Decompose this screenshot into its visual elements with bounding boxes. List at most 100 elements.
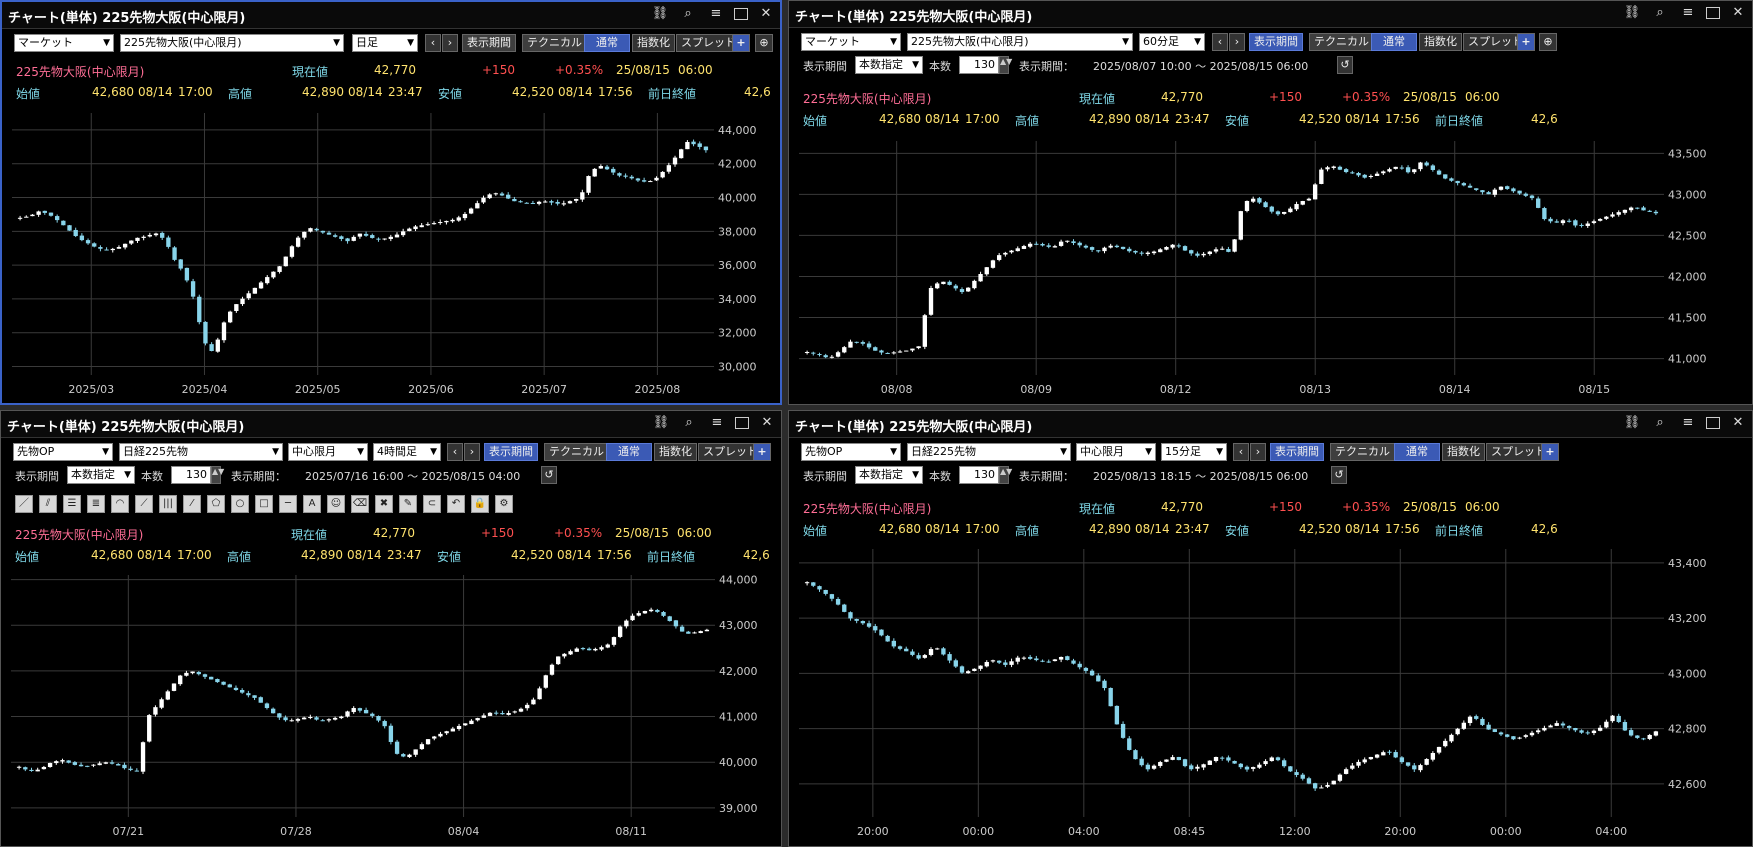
candlestick-chart[interactable]: 44,000 42,000 40,000 38,000 36,000 34,000 32,0… — [2, 103, 780, 403]
category-select[interactable]: 先物OP ▼ — [801, 443, 901, 461]
text-tool[interactable]: A — [303, 495, 321, 513]
category-select[interactable]: 先物OP ▼ — [13, 443, 113, 461]
maximize-icon[interactable] — [735, 417, 749, 429]
symbol-select[interactable]: 225先物大阪(中心限月) ▼ — [907, 33, 1133, 51]
technical-button[interactable]: テクニカル — [544, 443, 609, 461]
parallel-tool[interactable]: ⫽ — [39, 495, 57, 513]
next-button[interactable]: › — [442, 34, 458, 52]
timeframe-select[interactable]: 4時間足 ▼ — [373, 443, 441, 461]
symbol-select[interactable]: 日経225先物 ▼ — [119, 443, 283, 461]
count-mode-select[interactable]: 本数指定 ▼ — [855, 466, 923, 484]
next-button[interactable]: › — [1229, 33, 1245, 51]
add-button[interactable]: + — [732, 34, 750, 52]
count-stepper[interactable]: ▲▼ — [999, 56, 1012, 74]
hline-tool[interactable]: ─ — [279, 495, 297, 513]
search-icon[interactable]: ⌕ — [1656, 5, 1664, 20]
count-input[interactable]: 130 — [959, 56, 999, 74]
technical-button[interactable]: テクニカル — [1309, 33, 1374, 51]
normal-button[interactable]: 通常 — [606, 443, 652, 461]
undo-tool[interactable]: ↶ — [447, 495, 465, 513]
period-button[interactable]: 表示期間 — [484, 443, 538, 461]
rectangle-tool[interactable]: □ — [255, 495, 273, 513]
link-icon[interactable]: ⛓ — [1623, 5, 1641, 20]
next-button[interactable]: › — [1250, 443, 1266, 461]
candlestick-chart[interactable]: 43,500 43,000 42,500 42,000 41,500 41,000 08/0… — [789, 131, 1752, 403]
maximize-icon[interactable] — [734, 8, 748, 20]
multi-lines-tool[interactable]: ≣ — [87, 495, 105, 513]
prev-button[interactable]: ‹ — [425, 34, 441, 52]
index-button[interactable]: 指数化 — [1442, 443, 1485, 461]
count-input[interactable]: 130 — [171, 466, 211, 484]
menu-icon[interactable]: ≡ — [711, 415, 723, 430]
close-icon[interactable]: ✕ — [760, 6, 772, 21]
lock-tool[interactable]: 🔒 — [471, 495, 489, 513]
contract-select[interactable]: 中心限月 ▼ — [288, 443, 368, 461]
add-button[interactable]: + — [1517, 33, 1535, 51]
pencil-tool[interactable]: ✎ — [399, 495, 417, 513]
delete-tool[interactable]: ✖ — [375, 495, 393, 513]
channel-tool[interactable]: ⁄ — [183, 495, 201, 513]
count-mode-select[interactable]: 本数指定 ▼ — [67, 466, 135, 484]
technical-button[interactable]: テクニカル — [1330, 443, 1395, 461]
icon-tool[interactable]: ☺ — [327, 495, 345, 513]
arc-tool[interactable]: ◠ — [111, 495, 129, 513]
market-select[interactable]: マーケット ▼ — [14, 34, 114, 52]
magnet-tool[interactable]: ⊂ — [423, 495, 441, 513]
candlestick-chart[interactable]: 43,400 43,200 43,000 42,800 42,600 20:00 00:00… — [789, 541, 1752, 845]
period-button[interactable]: 表示期間 — [1249, 33, 1303, 51]
horizontal-lines-tool[interactable]: ☰ — [63, 495, 81, 513]
spread-button[interactable]: スプレッド — [1463, 33, 1528, 51]
chart-panel-4hour[interactable]: チャート(単体) 225先物大阪(中心限月) ⛓ ⌕ ≡ ✕ 先物OP ▼ 日経2… — [0, 410, 782, 847]
zoom-icon[interactable]: ⊕ — [755, 34, 773, 52]
symbol-select[interactable]: 日経225先物 ▼ — [907, 443, 1071, 461]
chart-panel-15min[interactable]: チャート(単体) 225先物大阪(中心限月) ⛓ ⌕ ≡ ✕ 先物OP ▼ 日経2… — [788, 410, 1753, 847]
technical-button[interactable]: テクニカル — [522, 34, 587, 52]
spread-button[interactable]: スプレッド — [676, 34, 741, 52]
timeframe-select[interactable]: 60分足 ▼ — [1139, 33, 1205, 51]
chart-panel-60min[interactable]: チャート(単体) 225先物大阪(中心限月) ⛓ ⌕ ≡ ✕ マーケット ▼ 22… — [788, 0, 1753, 405]
circle-tool[interactable]: ○ — [231, 495, 249, 513]
pentagon-tool[interactable]: ⬠ — [207, 495, 225, 513]
refresh-button[interactable]: ↺ — [541, 466, 557, 484]
close-icon[interactable]: ✕ — [761, 415, 773, 430]
index-button[interactable]: 指数化 — [654, 443, 697, 461]
prev-button[interactable]: ‹ — [1212, 33, 1228, 51]
link-icon[interactable]: ⛓ — [1623, 415, 1641, 430]
period-button[interactable]: 表示期間 — [1270, 443, 1324, 461]
next-button[interactable]: › — [464, 443, 480, 461]
candlestick-chart[interactable]: 44,000 43,000 42,000 41,000 40,000 39,000 07/2… — [1, 567, 781, 845]
timeframe-select[interactable]: 日足 ▼ — [352, 34, 418, 52]
menu-icon[interactable]: ≡ — [1682, 5, 1694, 20]
vertical-lines-tool[interactable]: ||| — [159, 495, 177, 513]
link-icon[interactable]: ⛓ — [652, 415, 670, 430]
search-icon[interactable]: ⌕ — [1656, 415, 1664, 430]
count-mode-select[interactable]: 本数指定 ▼ — [855, 56, 923, 74]
maximize-icon[interactable] — [1706, 7, 1720, 19]
search-icon[interactable]: ⌕ — [685, 415, 693, 430]
count-stepper[interactable]: ▲▼ — [211, 466, 224, 484]
index-button[interactable]: 指数化 — [632, 34, 675, 52]
maximize-icon[interactable] — [1706, 417, 1720, 429]
close-icon[interactable]: ✕ — [1732, 415, 1744, 430]
period-button[interactable]: 表示期間 — [462, 34, 516, 52]
menu-icon[interactable]: ≡ — [1682, 415, 1694, 430]
zoom-icon[interactable]: ⊕ — [1539, 33, 1557, 51]
fan-tool[interactable]: ⟋ — [135, 495, 153, 513]
add-button[interactable]: + — [753, 443, 771, 461]
line-tool[interactable]: ／ — [15, 495, 33, 513]
count-input[interactable]: 130 — [959, 466, 999, 484]
settings-tool[interactable]: ⚙ — [495, 495, 513, 513]
add-button[interactable]: + — [1541, 443, 1559, 461]
menu-icon[interactable]: ≡ — [710, 6, 722, 21]
normal-button[interactable]: 通常 — [584, 34, 630, 52]
timeframe-select[interactable]: 15分足 ▼ — [1161, 443, 1227, 461]
symbol-select[interactable]: 225先物大阪(中心限月) ▼ — [120, 34, 344, 52]
prev-button[interactable]: ‹ — [1233, 443, 1249, 461]
market-select[interactable]: マーケット ▼ — [801, 33, 901, 51]
normal-button[interactable]: 通常 — [1371, 33, 1417, 51]
prev-button[interactable]: ‹ — [447, 443, 463, 461]
count-stepper[interactable]: ▲▼ — [999, 466, 1012, 484]
normal-button[interactable]: 通常 — [1394, 443, 1440, 461]
refresh-button[interactable]: ↺ — [1331, 466, 1347, 484]
eraser-tool[interactable]: ⌫ — [351, 495, 369, 513]
